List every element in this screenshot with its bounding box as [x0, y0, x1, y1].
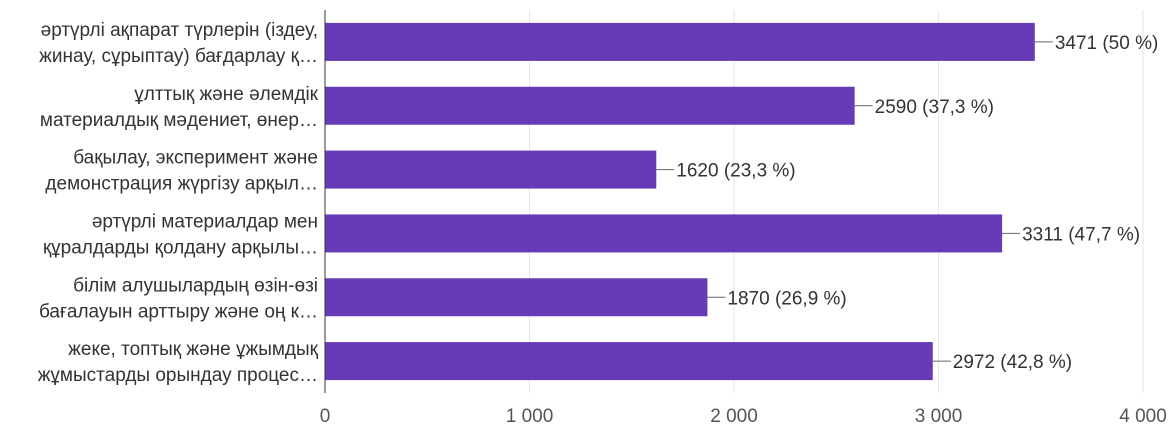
category-label: әртүрлі материалдар мен құралдарды қолдан… — [43, 211, 318, 258]
x-tick-label: 1 000 — [506, 406, 554, 425]
x-axis-tick-labels: 0 1 000 2 000 3 000 4 000 — [320, 406, 1167, 425]
category-label: ұлттық және әлемдік материалдық мәдениет,… — [40, 84, 319, 131]
grid-lines — [529, 10, 1144, 393]
bar — [325, 86, 855, 125]
value-label: 1620 (23,3 %) — [676, 161, 795, 182]
category-label: білім алушылардың өзін-өзі бағалауын артт… — [39, 275, 318, 322]
value-label: 2972 (42,8 %) — [953, 352, 1072, 373]
category-label: бақылау, эксперимент және демонстрация жү… — [45, 148, 318, 195]
bar — [325, 342, 933, 381]
value-label: 3471 (50 %) — [1055, 33, 1159, 54]
bar — [325, 150, 657, 189]
bars — [325, 22, 1035, 381]
x-tick-label: 0 — [320, 406, 331, 425]
x-tick-label: 2 000 — [710, 406, 758, 425]
category-labels: әртүрлі ақпарат түрлерін (іздеу, жинау, с… — [38, 20, 319, 386]
value-labels: 3471 (50 %) 2590 (37,3 %) 1620 (23,3 %) 331… — [656, 33, 1158, 373]
category-label: әртүрлі ақпарат түрлерін (іздеу, жинау, с… — [39, 20, 318, 67]
value-label: 1870 (26,9 %) — [727, 288, 846, 309]
bar — [325, 214, 1003, 253]
value-label: 2590 (37,3 %) — [875, 97, 994, 118]
value-label: 3311 (47,7 %) — [1022, 224, 1140, 245]
x-tick-label: 3 000 — [915, 406, 963, 425]
category-label: жеке, топтық және ұжымдық жұмыстарды орын… — [38, 339, 319, 386]
x-tick-label: 4 000 — [1119, 406, 1167, 425]
bar — [325, 22, 1035, 61]
bar — [325, 278, 708, 317]
